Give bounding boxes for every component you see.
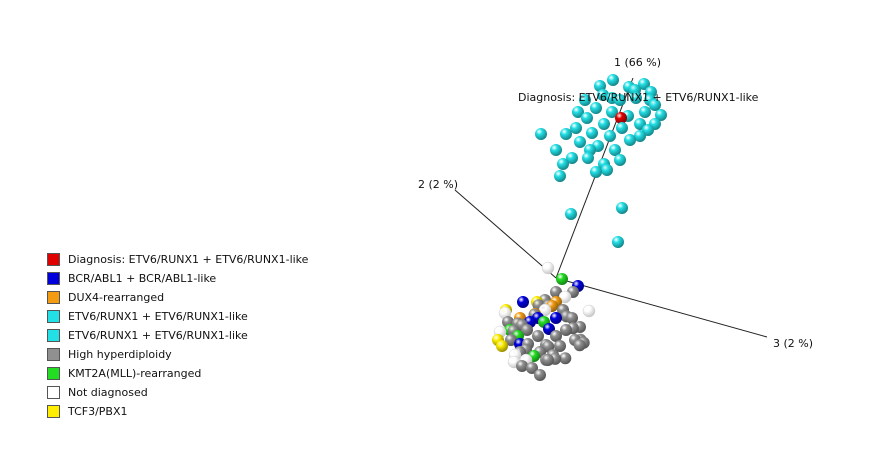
legend-swatch-orange (47, 291, 60, 304)
point-etv6-runx1-etv6-runx1-like (557, 158, 569, 170)
axis-2-line (454, 189, 557, 279)
point-etv6-runx1-etv6-runx1-like (550, 144, 562, 156)
legend-swatch-red (47, 253, 60, 266)
legend-label: Not diagnosed (68, 386, 148, 399)
axis-3-line (555, 277, 768, 338)
point-etv6-runx1-etv6-runx1-like (616, 122, 628, 134)
point-high-hyperdiploidy (526, 362, 538, 374)
point-etv6-runx1-etv6-runx1-like (565, 208, 577, 220)
legend-swatch-gray (47, 348, 60, 361)
legend-swatch-blue (47, 272, 60, 285)
point-high-hyperdiploidy (573, 339, 586, 352)
legend-swatch-cyan (47, 329, 60, 342)
point-bcr-abl1-bcr-abl1-like (517, 296, 529, 308)
point-etv6-runx1-etv6-runx1-like (535, 128, 547, 140)
point-bcr-abl1-bcr-abl1-like (550, 312, 562, 324)
legend-label: ETV6/RUNX1 + ETV6/RUNX1-like (68, 329, 248, 342)
point-etv6-runx1-etv6-runx1-like (590, 102, 602, 114)
point-etv6-runx1-etv6-runx1-like (570, 122, 582, 134)
point-etv6-runx1-etv6-runx1-like (655, 109, 667, 121)
point-etv6-runx1-etv6-runx1-like (581, 112, 593, 124)
point-etv6-runx1-etv6-runx1-like (598, 118, 610, 130)
point-high-hyperdiploidy (521, 324, 533, 336)
point-not-diagnosed (541, 261, 555, 275)
point-high-hyperdiploidy (542, 354, 554, 366)
point-kmt2a-mll-rearranged (556, 273, 568, 285)
legend-label: TCF3/PBX1 (68, 405, 128, 418)
legend-swatch-yellow (47, 405, 60, 418)
axis-3-label: 3 (2 %) (773, 337, 813, 350)
legend-swatch-white (47, 386, 60, 399)
point-etv6-runx1-etv6-runx1-like (582, 152, 594, 164)
legend-item: BCR/ABL1 + BCR/ABL1-like (47, 269, 308, 288)
point-etv6-runx1-etv6-runx1-like (624, 134, 636, 146)
point-etv6-runx1-etv6-runx1-like (607, 74, 619, 86)
point-etv6-runx1-etv6-runx1-like (634, 130, 646, 142)
point-etv6-runx1-etv6-runx1-like (604, 130, 616, 142)
legend-item: DUX4-rearranged (47, 288, 308, 307)
legend-label: DUX4-rearranged (68, 291, 165, 304)
diagnosis-annotation: Diagnosis: ETV6/RUNX1 + ETV6/RUNX1-like (518, 91, 759, 104)
legend-item: Diagnosis: ETV6/RUNX1 + ETV6/RUNX1-like (47, 250, 308, 269)
point-high-hyperdiploidy (566, 312, 578, 324)
point-etv6-runx1-etv6-runx1-like (606, 106, 618, 118)
legend-label: BCR/ABL1 + BCR/ABL1-like (68, 272, 217, 285)
point-etv6-runx1-etv6-runx1-like (590, 166, 602, 178)
point-etv6-runx1-etv6-runx1-like (639, 106, 651, 118)
point-etv6-runx1-etv6-runx1-like (574, 136, 586, 148)
point-etv6-runx1-etv6-runx1-like (572, 106, 584, 118)
points-layer (492, 74, 667, 381)
legend-item: High hyperdiploidy (47, 345, 308, 364)
axes-layer: 1 (66 %) 2 (2 %) 3 (2 %) (418, 56, 813, 350)
point-etv6-runx1-etv6-runx1-like (612, 236, 624, 248)
point-etv6-runx1-etv6-runx1-like (609, 144, 621, 156)
legend: Diagnosis: ETV6/RUNX1 + ETV6/RUNX1-like … (47, 250, 308, 421)
point-high-hyperdiploidy (532, 330, 544, 342)
point-etv6-runx1-etv6-runx1-like (630, 92, 642, 104)
point-etv6-runx1-etv6-runx1-like (649, 99, 661, 111)
legend-item: ETV6/RUNX1 + ETV6/RUNX1-like (47, 307, 308, 326)
point-not-diagnosed (582, 304, 596, 318)
point-etv6-runx1-etv6-runx1-like (554, 170, 566, 182)
legend-item: KMT2A(MLL)-rearranged (47, 364, 308, 383)
point-high-hyperdiploidy (560, 324, 572, 336)
point-high-hyperdiploidy (550, 330, 562, 342)
point-diagnosis-etv6-runx1-etv6-runx1-like (615, 112, 627, 124)
point-high-hyperdiploidy (550, 286, 562, 298)
point-high-hyperdiploidy (559, 352, 572, 365)
legend-item: Not diagnosed (47, 383, 308, 402)
point-etv6-runx1-etv6-runx1-like (579, 94, 591, 106)
point-high-hyperdiploidy (505, 334, 517, 346)
legend-label: High hyperdiploidy (68, 348, 172, 361)
legend-label: KMT2A(MLL)-rearranged (68, 367, 202, 380)
legend-label: ETV6/RUNX1 + ETV6/RUNX1-like (68, 310, 248, 323)
point-tcf3-pbx1 (496, 340, 508, 352)
point-etv6-runx1-etv6-runx1-like (616, 202, 628, 214)
axis-1-line (555, 77, 634, 279)
legend-item: TCF3/PBX1 (47, 402, 308, 421)
legend-swatch-cyan (47, 310, 60, 323)
legend-label: Diagnosis: ETV6/RUNX1 + ETV6/RUNX1-like (68, 253, 309, 266)
axis-2-label: 2 (2 %) (418, 178, 458, 191)
legend-swatch-green (47, 367, 60, 380)
axis-1-label: 1 (66 %) (614, 56, 661, 69)
legend-item: ETV6/RUNX1 + ETV6/RUNX1-like (47, 326, 308, 345)
point-high-hyperdiploidy (554, 340, 566, 352)
point-etv6-runx1-etv6-runx1-like (601, 164, 613, 176)
point-etv6-runx1-etv6-runx1-like (560, 128, 572, 140)
point-etv6-runx1-etv6-runx1-like (614, 94, 626, 106)
point-etv6-runx1-etv6-runx1-like (586, 127, 598, 139)
point-high-hyperdiploidy (534, 369, 546, 381)
point-high-hyperdiploidy (516, 360, 528, 372)
point-etv6-runx1-etv6-runx1-like (614, 154, 626, 166)
point-etv6-runx1-etv6-runx1-like (566, 152, 578, 164)
point-etv6-runx1-etv6-runx1-like (638, 78, 650, 90)
